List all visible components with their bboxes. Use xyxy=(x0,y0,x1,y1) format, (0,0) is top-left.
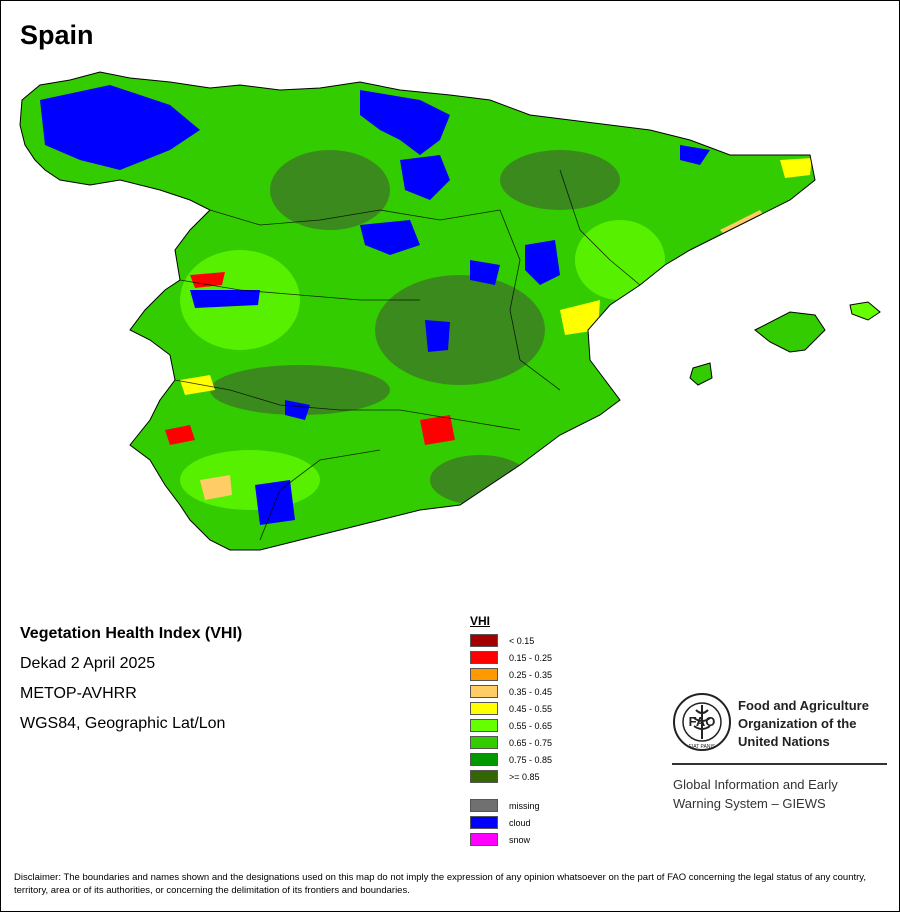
legend-swatch xyxy=(470,668,498,681)
legend-swatch xyxy=(470,799,498,812)
legend-class-item: 0.35 - 0.45 xyxy=(470,683,552,700)
legend-swatch xyxy=(470,651,498,664)
legend-label: 0.25 - 0.35 xyxy=(509,669,553,680)
legend-other: missing cloud snow xyxy=(470,797,552,848)
legend-swatch xyxy=(470,770,498,783)
legend-swatch xyxy=(470,736,498,749)
legend-class-item: 0.45 - 0.55 xyxy=(470,700,552,717)
legend-other-item: missing xyxy=(470,797,552,814)
legend-swatch xyxy=(470,719,498,732)
system-name: Global Information and Early Warning Sys… xyxy=(673,775,838,813)
organization-name-line2: Organization of the xyxy=(738,716,857,731)
legend-swatch xyxy=(470,634,498,647)
map-info: Vegetation Health Index (VHI) Dekad 2 Ap… xyxy=(20,619,242,739)
legend-class-item: 0.65 - 0.75 xyxy=(470,734,552,751)
legend-class-item: 0.25 - 0.35 xyxy=(470,666,552,683)
legend-classes: < 0.15 0.15 - 0.25 0.25 - 0.35 0.35 - 0.45 0… xyxy=(470,632,552,785)
disclaimer: Disclaimer: The boundaries and names sho… xyxy=(14,872,866,896)
legend-label: >= 0.85 xyxy=(509,771,540,782)
legend-class-item: < 0.15 xyxy=(470,632,552,649)
legend-label: 0.55 - 0.65 xyxy=(509,720,553,731)
fao-logo-icon: FAO FIAT PANIS xyxy=(673,693,731,751)
vhi-legend: VHI < 0.15 0.15 - 0.25 0.25 - 0.35 0.35 - 0… xyxy=(470,614,552,848)
info-sensor: METOP-AVHRR xyxy=(20,685,137,702)
legend-class-item: >= 0.85 xyxy=(470,768,552,785)
legend-class-item: 0.75 - 0.85 xyxy=(470,751,552,768)
system-name-line1: Global Information and Early xyxy=(673,777,838,792)
legend-label: missing xyxy=(509,800,540,811)
info-projection: WGS84, Geographic Lat/Lon xyxy=(20,715,226,732)
legend-swatch xyxy=(470,833,498,846)
organization-name: Food and Agriculture Organization of the… xyxy=(738,697,869,751)
legend-label: < 0.15 xyxy=(509,635,535,646)
legend-title: VHI xyxy=(470,614,491,628)
legend-class-item: 0.55 - 0.65 xyxy=(470,717,552,734)
legend-label: snow xyxy=(509,834,531,845)
fao-logo-motto: FIAT PANIS xyxy=(689,744,716,750)
legend-swatch xyxy=(470,816,498,829)
legend-class-item: 0.15 - 0.25 xyxy=(470,649,552,666)
legend-other-item: cloud xyxy=(470,814,552,831)
legend-swatch xyxy=(470,753,498,766)
legend-other-item: snow xyxy=(470,831,552,848)
map-title: Spain xyxy=(20,20,94,50)
vhi-map xyxy=(19,71,881,551)
system-name-line2: Warning System – GIEWS xyxy=(673,796,826,811)
info-index-name: Vegetation Health Index (VHI) xyxy=(20,625,243,642)
legend-label: 0.65 - 0.75 xyxy=(509,737,553,748)
legend-label: 0.75 - 0.85 xyxy=(509,754,553,765)
organization-name-line1: Food and Agriculture xyxy=(738,698,869,713)
organization-name-line3: United Nations xyxy=(738,734,830,749)
legend-label: 0.15 - 0.25 xyxy=(509,652,553,663)
info-period: Dekad 2 April 2025 xyxy=(20,655,156,672)
divider xyxy=(672,763,887,765)
legend-label: 0.45 - 0.55 xyxy=(509,703,553,714)
fao-logo-text: FAO xyxy=(689,714,716,729)
legend-swatch xyxy=(470,685,498,698)
legend-swatch xyxy=(470,702,498,715)
legend-label: 0.35 - 0.45 xyxy=(509,686,553,697)
legend-label: cloud xyxy=(509,817,531,828)
